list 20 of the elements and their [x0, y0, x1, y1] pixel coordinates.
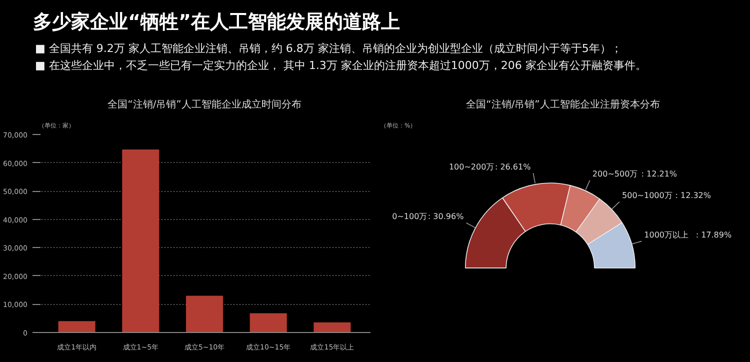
bar [122, 149, 160, 332]
bar [186, 296, 224, 332]
slice-label: 200~500万 [592, 170, 638, 179]
data-label: : 30.96% [428, 212, 464, 222]
text: 多少家企业“牺牲”在人工智能发展的道路上 [33, 10, 401, 35]
slice-label: 500~1000万 [622, 191, 672, 200]
data-label: : 12.21% [641, 170, 678, 179]
data-label: : 12.32% [675, 191, 712, 200]
bar [314, 322, 351, 332]
slice-label: 0~100万 [392, 212, 428, 222]
chart-title: 全国“注销/吊销”人工智能企业成立时间分布 [108, 98, 302, 110]
bar [58, 321, 96, 332]
bar [250, 313, 287, 332]
slice-label: 1000万以上 [644, 230, 689, 240]
data-label: : 26.61% [494, 162, 532, 172]
chart-title: 全国“注销/吊销”人工智能企业注册资本分布 [466, 98, 660, 110]
data-label: : 17.89% [696, 230, 732, 240]
text: ■ 在这些企业中，不乏一些已有一定实力的企业， 其中 1.3万 家企业的注册资本超过1000万，206 家企业有公开融资事件。 [35, 58, 646, 73]
slice-label: 100~200万 [448, 162, 494, 172]
text: ■ 全国共有 9.2万 家人工智能企业注销、吊销，约 6.8万 家注销、吊销的企业为创业型企业（成立时间小于等于5年）； [35, 41, 623, 56]
